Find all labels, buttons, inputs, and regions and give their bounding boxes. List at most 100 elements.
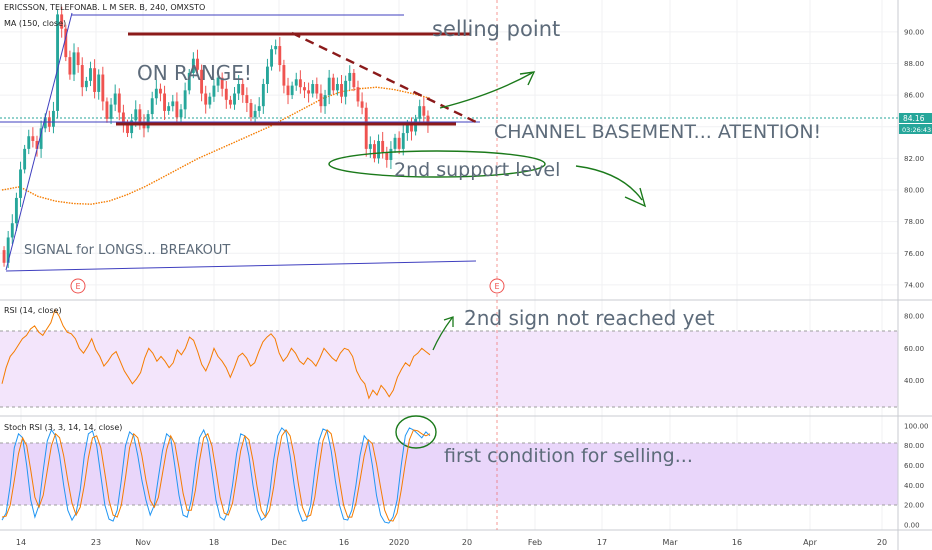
candle-body bbox=[401, 133, 405, 149]
candle-body bbox=[171, 101, 175, 107]
stoch-band bbox=[0, 443, 898, 505]
candle-body bbox=[266, 66, 269, 85]
candle-body bbox=[89, 68, 92, 81]
candle-body bbox=[303, 87, 306, 91]
candle-body bbox=[159, 88, 162, 94]
candle-body bbox=[60, 14, 64, 29]
candle-body bbox=[405, 125, 409, 134]
earnings-marker[interactable] bbox=[70, 278, 86, 294]
candle-body bbox=[397, 137, 401, 149]
candle-body bbox=[228, 99, 232, 105]
time-tick-label: 23 bbox=[91, 538, 101, 547]
candle-body bbox=[126, 123, 129, 134]
candle-body bbox=[101, 74, 105, 102]
candle-body bbox=[319, 93, 323, 107]
candle-body bbox=[233, 93, 236, 105]
candle-body bbox=[146, 114, 150, 129]
candle-body bbox=[212, 85, 216, 97]
grid bbox=[0, 0, 898, 530]
annotation-channel-basement: CHANNEL BASEMENT... ATENTION! bbox=[494, 121, 821, 143]
candle-body bbox=[134, 109, 138, 121]
candle-body bbox=[294, 79, 298, 86]
candle-body bbox=[97, 74, 101, 92]
candle-body bbox=[348, 72, 352, 81]
up-arrow-curve bbox=[439, 72, 533, 109]
candle-body bbox=[261, 84, 265, 107]
candle-body bbox=[31, 136, 35, 141]
candle-body bbox=[290, 85, 294, 96]
stoch-k-line bbox=[1, 427, 431, 524]
candle-body bbox=[418, 106, 422, 119]
candle-body bbox=[335, 84, 339, 91]
price-tick-label: 78.00 bbox=[904, 218, 924, 226]
rsi-arrow-head bbox=[443, 316, 454, 327]
time-tick-label: Mar bbox=[662, 538, 678, 547]
candle-body bbox=[56, 14, 59, 111]
stoch-tick-label: 20.00 bbox=[904, 502, 924, 510]
candle-body bbox=[426, 115, 430, 126]
candle-body bbox=[315, 84, 319, 94]
candle-body bbox=[93, 68, 97, 92]
price-tick-label: 86.00 bbox=[904, 92, 924, 100]
price-tick-label: 80.00 bbox=[904, 187, 924, 195]
candle-body bbox=[286, 85, 290, 96]
annotation-stoch-note: first condition for selling... bbox=[444, 445, 693, 467]
time-tick-label: Nov bbox=[135, 538, 151, 547]
candle-body bbox=[410, 125, 413, 132]
candle-body bbox=[23, 148, 27, 170]
candle-body bbox=[68, 57, 72, 75]
candle-body bbox=[10, 223, 14, 238]
time-axis[interactable]: 14 23 Nov 18 Dec 16 2020 20 Feb 17 Mar 16 Apr 20 bbox=[16, 538, 887, 547]
candle-body bbox=[224, 88, 228, 100]
rsi-tick-label: 40.00 bbox=[904, 377, 924, 385]
candle-body bbox=[167, 106, 171, 111]
support-ellipse bbox=[328, 150, 546, 178]
candle-body bbox=[121, 112, 125, 124]
candle-body bbox=[344, 80, 348, 97]
candle-body bbox=[307, 90, 311, 94]
time-tick-label: 14 bbox=[16, 538, 26, 547]
countdown-badge-value: 03:26:43 bbox=[902, 126, 931, 134]
candle-body bbox=[298, 79, 302, 88]
candle-body bbox=[200, 69, 204, 94]
symbol-title: ERICSSON, TELEFONAB. L M SER. B, 240, OM… bbox=[4, 3, 205, 12]
stoch-d-line bbox=[1, 429, 431, 522]
time-tick-label: 20 bbox=[462, 538, 472, 547]
earnings-marker-label: E bbox=[75, 282, 80, 291]
candle-body bbox=[27, 136, 31, 149]
candle-body bbox=[237, 84, 241, 94]
up-arrow-head bbox=[519, 71, 536, 86]
candle-body bbox=[278, 46, 282, 66]
candle-body bbox=[323, 95, 327, 107]
candle-body bbox=[274, 46, 278, 50]
candle-body bbox=[109, 104, 113, 119]
candle-body bbox=[208, 96, 212, 105]
stoch-tick-label: 40.00 bbox=[904, 482, 924, 490]
candle-body bbox=[2, 250, 6, 263]
stoch-axis[interactable]: 0.00 20.00 40.00 60.00 80.00 100.00 bbox=[904, 422, 929, 529]
price-tick-label: 90.00 bbox=[904, 28, 924, 36]
candle-body bbox=[422, 106, 426, 116]
candle-body bbox=[14, 197, 18, 224]
price-axis[interactable]: 74.0076.0078.0080.0082.0084.0086.0088.00… bbox=[904, 28, 924, 289]
candle-body bbox=[191, 58, 195, 73]
candle-body bbox=[113, 93, 117, 105]
price-tick-label: 76.00 bbox=[904, 250, 924, 258]
candle-body bbox=[373, 144, 376, 159]
stoch-tick-label: 60.00 bbox=[904, 462, 924, 470]
candle-body bbox=[80, 65, 84, 88]
time-tick-label: Dec bbox=[271, 538, 286, 547]
earnings-marker[interactable] bbox=[489, 278, 505, 294]
candle-body bbox=[249, 103, 253, 118]
candle-body bbox=[175, 101, 179, 118]
rsi-axis[interactable]: 40.00 60.00 80.00 bbox=[904, 313, 924, 385]
candle-body bbox=[220, 77, 224, 89]
candle-body bbox=[393, 137, 397, 149]
annotation-support-level: 2nd support level bbox=[394, 159, 560, 181]
candle-body bbox=[381, 140, 385, 153]
candle-body bbox=[52, 110, 55, 127]
time-tick-label: 18 bbox=[209, 538, 219, 547]
candles bbox=[2, 6, 430, 268]
price-tick-label: 82.00 bbox=[904, 155, 924, 163]
ma-legend: MA (150, close) bbox=[4, 19, 66, 28]
